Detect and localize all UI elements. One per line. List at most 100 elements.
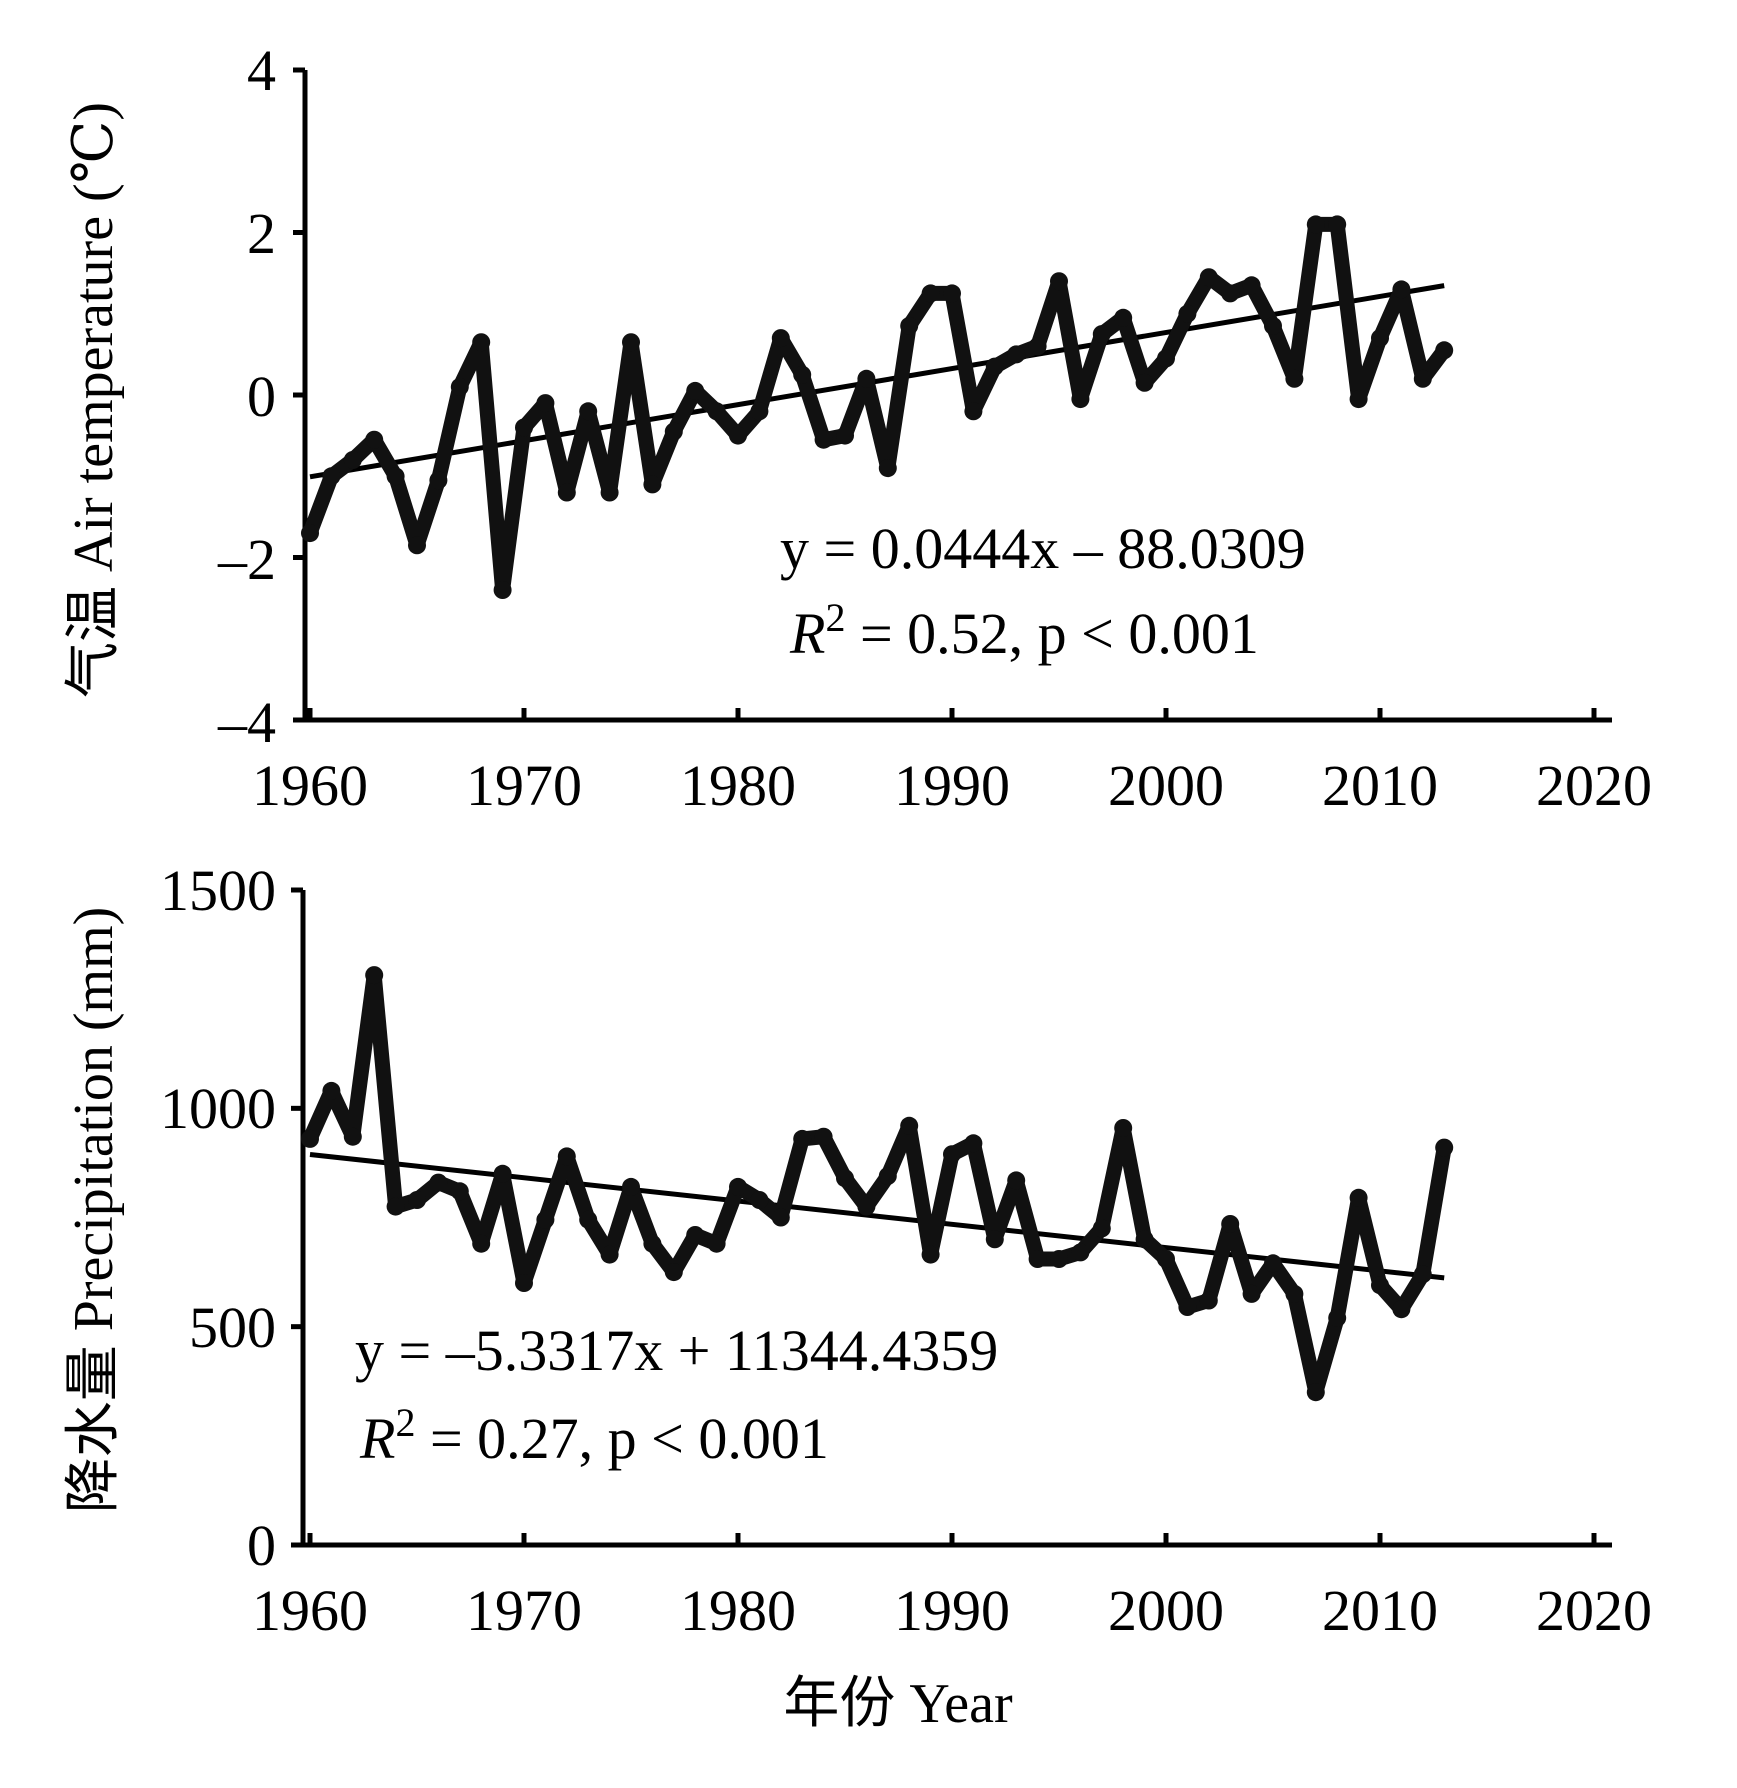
precipitation-series-layer [301, 966, 1454, 1402]
temperature-data-point [343, 451, 362, 469]
precipitation-data-point [1349, 1188, 1368, 1207]
precipitation-data-point [301, 1129, 319, 1148]
precipitation-data-point [1285, 1284, 1304, 1303]
precipitation-x-ticks [307, 1533, 1597, 1545]
precipitation-data-point [1242, 1284, 1261, 1303]
precipitation-y-axis-title: 降水量 Precipitation (mm) [63, 907, 125, 1514]
precipitation-data-point [1199, 1291, 1218, 1310]
precipitation-data-point [664, 1263, 683, 1282]
temperature-data-point [707, 402, 726, 421]
temperature-data-point [557, 483, 576, 502]
temperature-data-point [429, 471, 448, 490]
temperature-data-point [1071, 390, 1090, 409]
precipitation-data-point [878, 1167, 897, 1185]
temperature-data-point [921, 284, 940, 303]
precipitation-data-point [1114, 1119, 1133, 1137]
precipitation-data-point [536, 1210, 555, 1229]
temperature-data-point [1328, 215, 1347, 234]
temperature-data-point [964, 402, 983, 421]
temperature-y-ticks [293, 67, 305, 723]
y-tick-label: 0 [247, 364, 276, 429]
precipitation-data-point [1328, 1308, 1347, 1327]
precipitation-data-point [450, 1182, 469, 1201]
temperature-data-point [900, 316, 919, 335]
x-tick-label: 1990 [894, 1578, 1010, 1643]
precipitation-data-point [343, 1127, 362, 1146]
precipitation-chart: 1960 1970 1980 1990 2000 2010 2020 1500 … [63, 858, 1652, 1735]
temperature-x-tick-labels: 1960 1970 1980 1990 2000 2010 2020 [252, 753, 1652, 818]
precipitation-data-point [1135, 1230, 1154, 1249]
precipitation-data-point [857, 1197, 876, 1216]
precipitation-data-point [1371, 1276, 1389, 1295]
temperature-data-point [386, 467, 405, 486]
x-tick-label: 2010 [1322, 1578, 1438, 1643]
precipitation-data-point [707, 1234, 726, 1253]
precipitation-data-point [1435, 1138, 1454, 1157]
x-tick-label: 2000 [1108, 753, 1224, 818]
precipitation-data-point [1007, 1171, 1026, 1190]
precipitation-data-point [1413, 1265, 1432, 1284]
precipitation-data-point [921, 1245, 940, 1264]
precipitation-data-point [793, 1129, 812, 1148]
temperature-data-point [622, 333, 640, 352]
temperature-data-point [1157, 349, 1175, 368]
precipitation-data-point [386, 1197, 405, 1216]
y-tick-label: –2 [217, 527, 276, 592]
precipitation-trend-equation: y = –5.3317x + 11344.4359 [355, 1318, 998, 1383]
precipitation-data-point [1306, 1383, 1325, 1402]
temperature-data-point [1178, 304, 1197, 323]
temperature-data-point [579, 402, 598, 421]
precipitation-data-point [1092, 1219, 1111, 1238]
precipitation-data-point [408, 1191, 426, 1209]
temperature-trend-stats: R2 = 0.52, p < 0.001 [789, 595, 1259, 666]
precipitation-data-point [943, 1145, 961, 1164]
temperature-data-point [643, 475, 662, 494]
precipitation-data-point [472, 1234, 491, 1253]
temperature-data-point [1264, 316, 1282, 335]
temperature-data-point [1050, 272, 1068, 291]
precipitation-data-point [322, 1081, 341, 1100]
precipitation-data-point [686, 1226, 705, 1244]
x-tick-label: 1970 [466, 1578, 582, 1643]
precipitation-data-point [729, 1177, 747, 1196]
precipitation-data-point [493, 1164, 512, 1183]
temperature-data-point [1199, 268, 1218, 287]
temperature-data-point [1221, 284, 1240, 303]
temperature-y-tick-labels: 4 2 0 –2 –4 [217, 38, 276, 755]
temperature-data-point [1028, 337, 1047, 356]
y-tick-label: 1000 [160, 1076, 276, 1141]
temperature-data-point [1413, 369, 1432, 388]
temperature-data-point [1285, 369, 1304, 388]
temperature-data-point [1435, 341, 1454, 360]
precipitation-data-point [1157, 1250, 1175, 1268]
temperature-data-point [771, 329, 790, 348]
precipitation-data-point [836, 1169, 854, 1188]
x-tick-label: 1990 [894, 753, 1010, 818]
temperature-series-layer [301, 215, 1454, 599]
precipitation-data-point [515, 1274, 533, 1292]
temperature-data-point [365, 430, 384, 449]
temperature-data-point [1349, 390, 1368, 409]
x-tick-label: 2020 [1536, 1578, 1652, 1643]
temperature-data-point [836, 426, 854, 445]
precipitation-data-point [1028, 1250, 1047, 1268]
temperature-data-point [536, 394, 555, 413]
precipitation-data-point [1050, 1250, 1068, 1268]
temperature-data-point [729, 426, 747, 445]
y-tick-label: 0 [247, 1513, 276, 1578]
temperature-data-point [515, 418, 533, 437]
temperature-data-point [1392, 280, 1411, 299]
temperature-data-point [472, 333, 491, 352]
precipitation-data-point [643, 1234, 662, 1253]
temperature-data-point [450, 377, 469, 396]
temperature-data-point [814, 430, 833, 449]
precipitation-data-point [622, 1177, 640, 1196]
precipitation-data-point [557, 1147, 576, 1166]
temperature-x-ticks [307, 708, 1597, 720]
temperature-data-point [600, 483, 619, 502]
temperature-data-point [1306, 215, 1325, 234]
x-tick-label: 2000 [1108, 1578, 1224, 1643]
temperature-data-point [664, 422, 683, 441]
precipitation-data-point [365, 966, 384, 985]
